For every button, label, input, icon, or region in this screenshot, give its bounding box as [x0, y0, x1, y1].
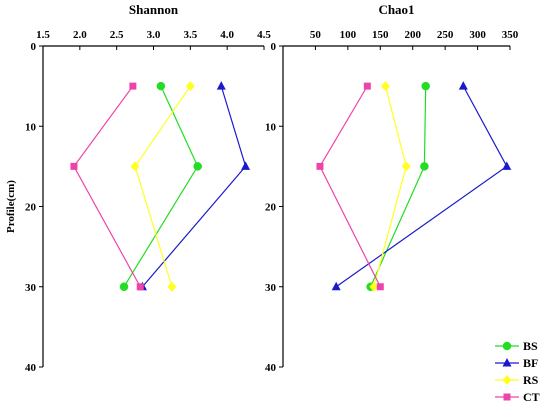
chao1-x-tick-label: 350	[502, 29, 519, 41]
shannon-x-tick-label: 3.0	[147, 29, 161, 41]
shannon-series-bs-line	[123, 85, 199, 288]
legend-bf-marker	[502, 358, 512, 367]
shannon-series-rs-point	[130, 161, 140, 172]
chao1-series-ct-point	[363, 82, 371, 90]
chao1-series-bf-point	[502, 161, 512, 170]
legend-ct-marker	[503, 393, 511, 401]
shannon-x-tick-label: 2.0	[73, 29, 87, 41]
shannon-series-ct-point	[136, 283, 144, 291]
chao1-series-bs-point	[421, 81, 430, 91]
shannon-y-tick-label: 20	[25, 202, 37, 214]
chao1-panel: Chao1 50 100 150 200 250 300 350 0 10 20 30 40	[265, 2, 519, 374]
legend-ct-label: CT	[523, 390, 540, 404]
legend-rs-label: RS	[523, 373, 539, 387]
shannon-series-ct-point	[70, 162, 78, 170]
chao1-x-tick-label: 50	[310, 29, 322, 41]
chao1-y-tick-label: 20	[265, 202, 277, 214]
shannon-x-tick-label: 4.5	[257, 29, 271, 41]
legend-bf-label: BF	[523, 356, 538, 370]
chao1-series-rs-point	[380, 81, 390, 92]
chao1-series-bf-point	[458, 81, 468, 90]
shannon-series-bf-point	[241, 161, 251, 170]
chao1-x-tick-label: 300	[469, 29, 486, 41]
chao1-y-tick-label: 40	[265, 362, 277, 374]
shannon-series-bf-line	[141, 85, 247, 288]
chao1-series-rs-point	[369, 281, 379, 292]
shannon-series-ct-point	[129, 82, 137, 90]
chao1-title: Chao1	[378, 2, 414, 17]
chao1-series-ct-point	[316, 162, 324, 170]
chao1-y-tick-label: 30	[265, 282, 277, 294]
shannon-y-tick-label: 40	[25, 362, 37, 374]
chao1-series-bs-point	[420, 162, 429, 171]
shannon-y-tick-label: 30	[25, 282, 37, 294]
chao1-x-tick-label: 100	[340, 29, 357, 41]
chao1-series-ct-point	[376, 283, 384, 291]
chao1-y-tick-label: 10	[265, 121, 277, 133]
shannon-series-bf-point	[216, 81, 226, 90]
chao1-series-bf-point	[331, 281, 341, 291]
shannon-x-tick-label: 4.0	[220, 29, 234, 41]
shannon-series-ct-line	[73, 85, 141, 288]
legend-rs-marker	[502, 375, 512, 385]
shannon-x-tick-label: 2.5	[110, 29, 124, 41]
shannon-y-tick-label: 10	[25, 121, 37, 133]
chao1-x-tick-label: 200	[404, 29, 421, 41]
legend-bs-marker	[502, 341, 512, 351]
chao1-series-bf-line	[335, 85, 508, 288]
chao1-x-tick-label: 150	[372, 29, 389, 41]
shannon-x-tick-label: 1.5	[36, 29, 50, 41]
shannon-series-rs-point	[185, 81, 195, 92]
chao1-x-tick-label: 250	[437, 29, 454, 41]
shannon-series-rs-point	[167, 281, 177, 292]
shannon-y-axis-label: Profile(cm)	[5, 180, 17, 233]
shannon-series-bs-point	[119, 282, 129, 291]
shannon-x-tick-label: 3.5	[183, 29, 197, 41]
chao1-series-rs-point	[401, 161, 411, 172]
chao1-series-ct-line	[319, 85, 381, 288]
legend: BS BF RS CT	[495, 339, 540, 404]
legend-bs-label: BS	[523, 339, 538, 353]
shannon-title: Shannon	[129, 2, 179, 17]
shannon-series-bs-point	[156, 81, 166, 91]
shannon-series-rs-line	[134, 85, 191, 287]
chao1-y-tick-label: 0	[271, 41, 277, 53]
shannon-y-tick-label: 0	[31, 41, 37, 53]
shannon-panel: Shannon 1.5 2.0 2.5 3.0 3.5 4.0 4.5 0 10 20 30 40 Pro…	[5, 2, 271, 374]
shannon-series-bs-point	[193, 162, 202, 171]
